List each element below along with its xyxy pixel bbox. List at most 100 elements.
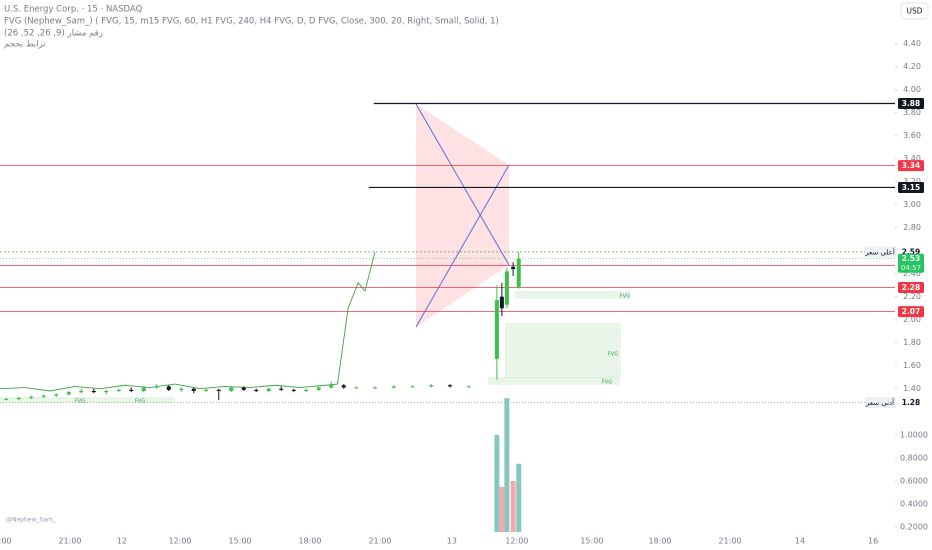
x-tick-label: 12:00 (168, 537, 191, 546)
candle-body (104, 391, 109, 393)
x-tick-label: 14 (795, 537, 805, 546)
y-tick-label: 3.40 (903, 154, 921, 163)
candle-body (16, 397, 21, 400)
price-tag-label: 2.59 (902, 247, 921, 256)
marker-name-bg (865, 397, 896, 408)
candle-body (266, 388, 271, 391)
x-tick-label: 15:00 (228, 537, 251, 546)
x-tick-label: 15:00 (580, 537, 603, 546)
pattern-line (415, 164, 510, 328)
fvg-box (515, 291, 630, 299)
candle-body (41, 395, 46, 397)
price-tag-label: 2.07 (902, 307, 921, 316)
fvg-box (505, 323, 621, 378)
candle-body (204, 389, 209, 391)
price-tag (898, 181, 924, 193)
volume-tick-label: 0.2000 (900, 523, 928, 532)
y-tick-label: 3.20 (903, 177, 921, 186)
candle-body (504, 271, 509, 305)
price-tag-label: 3.15 (902, 183, 921, 192)
y-tick-label: 4.00 (903, 85, 921, 94)
x-tick-label: 12 (117, 537, 127, 546)
price-tag-label: 3.88 (902, 99, 921, 108)
candle-body (316, 387, 321, 390)
candle-body (166, 386, 171, 390)
currency-button[interactable] (900, 2, 929, 20)
price-tag (898, 397, 924, 408)
y-tick-label: 3.60 (903, 131, 921, 140)
y-tick-label: 4.20 (903, 62, 921, 71)
candle-body (354, 387, 359, 389)
price-tag (898, 306, 924, 318)
candle-body (499, 296, 504, 309)
candle-body (448, 385, 452, 387)
candle-body (516, 258, 521, 288)
y-tick-label: 2.40 (903, 269, 921, 278)
candle-body (329, 385, 334, 388)
pattern-line (415, 103, 510, 266)
candle-body (79, 391, 84, 393)
candle-body (4, 399, 9, 401)
x-tick-label: 16 (868, 537, 878, 546)
y-tick-label: 1.40 (903, 384, 921, 393)
fvg-label: FVG (608, 352, 618, 358)
y-tick-label: 2.00 (903, 315, 921, 324)
x-tick-label: 21:00 (718, 537, 741, 546)
y-tick-label: 2.80 (903, 223, 921, 232)
candle-body (341, 385, 346, 388)
candle-body (116, 389, 121, 391)
currency[interactable]: USD (906, 7, 922, 16)
volume-tick-label: 0.4000 (900, 500, 928, 509)
volume-tick-label: 0.8000 (900, 454, 928, 463)
fvg-box (488, 377, 620, 385)
x-tick-label: 18:00 (0, 537, 12, 546)
candle-body (511, 266, 516, 270)
volume-bar (516, 463, 522, 532)
candle-body (154, 386, 159, 388)
marker-name: أدنى سعر (865, 398, 894, 407)
candle-body (466, 386, 471, 388)
candle-body (304, 389, 309, 391)
price-tag (898, 98, 924, 109)
indicator-legend: رقم مشار (9, 26, 52, 26) (4, 29, 103, 39)
fvg-label: FVG (602, 380, 612, 386)
candle-body (241, 387, 246, 390)
watermark: @Nephew_Sam_ (6, 517, 57, 524)
candle-body (216, 389, 221, 391)
y-tick-label: 2.20 (903, 292, 921, 301)
y-tick-label: 4.40 (903, 39, 921, 48)
candle-body (54, 394, 59, 396)
candle-body (254, 389, 259, 391)
indicator-legend: ترابط بحجم (4, 40, 46, 50)
candle-body (91, 391, 96, 393)
x-tick-label: 18:00 (298, 537, 321, 546)
volume-tick-label: 0.6000 (900, 477, 928, 486)
volume-tick-label: 1.0000 (900, 431, 928, 440)
y-tick-label: 3.80 (903, 108, 921, 117)
volume-bar (494, 435, 500, 532)
price-tag-label: 2.28 (902, 283, 921, 292)
marker-name: أعلى سعر (864, 247, 895, 256)
candle-body (410, 386, 415, 388)
y-tick-label: 1.80 (903, 338, 921, 347)
fvg-label: FVG (620, 294, 630, 300)
last-price-label: 2.53 (902, 254, 921, 263)
x-tick-label: 18:00 (648, 537, 671, 546)
plot: 18:00 21:00 12 12:00 15:00 18:00 21:00 13 12:00 1… (0, 22, 932, 550)
candle-body (29, 396, 34, 398)
last-price-tag (898, 253, 924, 273)
candle-body (66, 392, 71, 395)
y-tick-label: 1.60 (903, 361, 921, 370)
x-tick-label: 13 (447, 537, 457, 546)
volume-bar (504, 398, 510, 532)
candle-body (291, 389, 296, 391)
fvg-label: FVG (135, 399, 145, 405)
candle-body (279, 388, 284, 390)
fvg-label: FVG (75, 399, 85, 405)
price-tag-label: 3.34 (902, 161, 921, 170)
candle-body (391, 386, 396, 388)
marker-name-bg (865, 246, 896, 258)
volume-bar (499, 486, 505, 532)
